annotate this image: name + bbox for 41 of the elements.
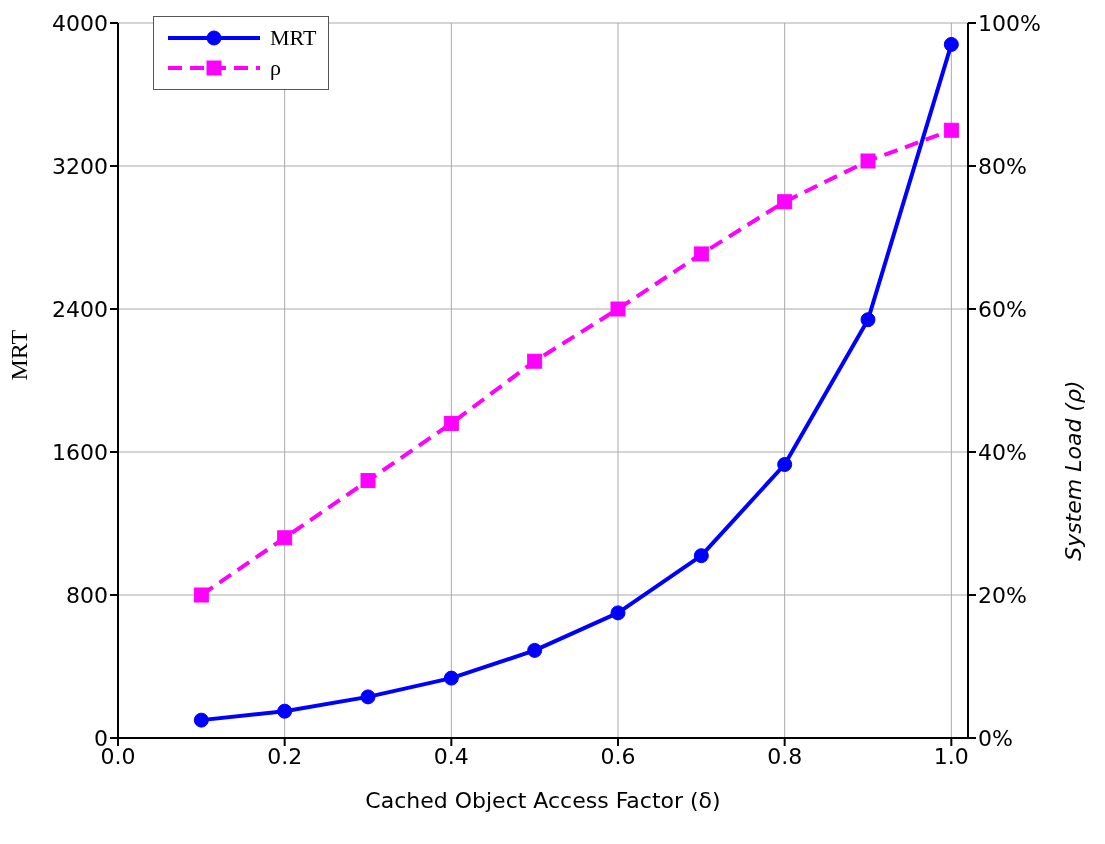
y2-tick-label: 60% — [978, 296, 1027, 322]
y-axis-title: MRT — [5, 329, 32, 381]
legend-label: ρ — [270, 55, 281, 81]
point — [777, 457, 793, 473]
y-tick-label: 1600 — [52, 439, 108, 465]
x-axis-title: Cached Object Access Factor (δ) — [365, 788, 721, 813]
point — [277, 703, 293, 719]
x-tick-label: 1.0 — [933, 743, 969, 769]
point — [193, 712, 209, 728]
y-tick-label: 3200 — [52, 153, 108, 179]
point — [693, 548, 709, 564]
y2-axis-title: System Load (ρ) — [1060, 380, 1086, 561]
x-tick-label: 0.8 — [767, 743, 803, 769]
y2-tick-label: 100% — [978, 10, 1041, 36]
point — [777, 194, 793, 210]
y-tick-label: 4000 — [52, 10, 108, 36]
y2-tick-label: 0% — [978, 725, 1013, 751]
point — [610, 605, 626, 621]
point — [277, 530, 293, 546]
y2-tick-label: 80% — [978, 153, 1027, 179]
legend-label: MRT — [270, 25, 317, 51]
point — [527, 353, 543, 369]
y-tick-label: 800 — [66, 582, 108, 608]
point — [610, 301, 626, 317]
point — [360, 473, 376, 489]
y-tick-label: 2400 — [52, 296, 108, 322]
point — [360, 689, 376, 705]
point — [943, 36, 959, 52]
point — [193, 587, 209, 603]
point — [693, 246, 709, 262]
point — [443, 415, 459, 431]
point — [527, 642, 543, 658]
point — [443, 670, 459, 686]
y2-tick-label: 20% — [978, 582, 1027, 608]
x-tick-label: 0.4 — [433, 743, 469, 769]
y2-tick-label: 40% — [978, 439, 1027, 465]
point — [860, 153, 876, 169]
point — [943, 122, 959, 138]
x-tick-label: 0.2 — [267, 743, 303, 769]
point — [860, 312, 876, 328]
x-tick-label: 0.6 — [600, 743, 636, 769]
